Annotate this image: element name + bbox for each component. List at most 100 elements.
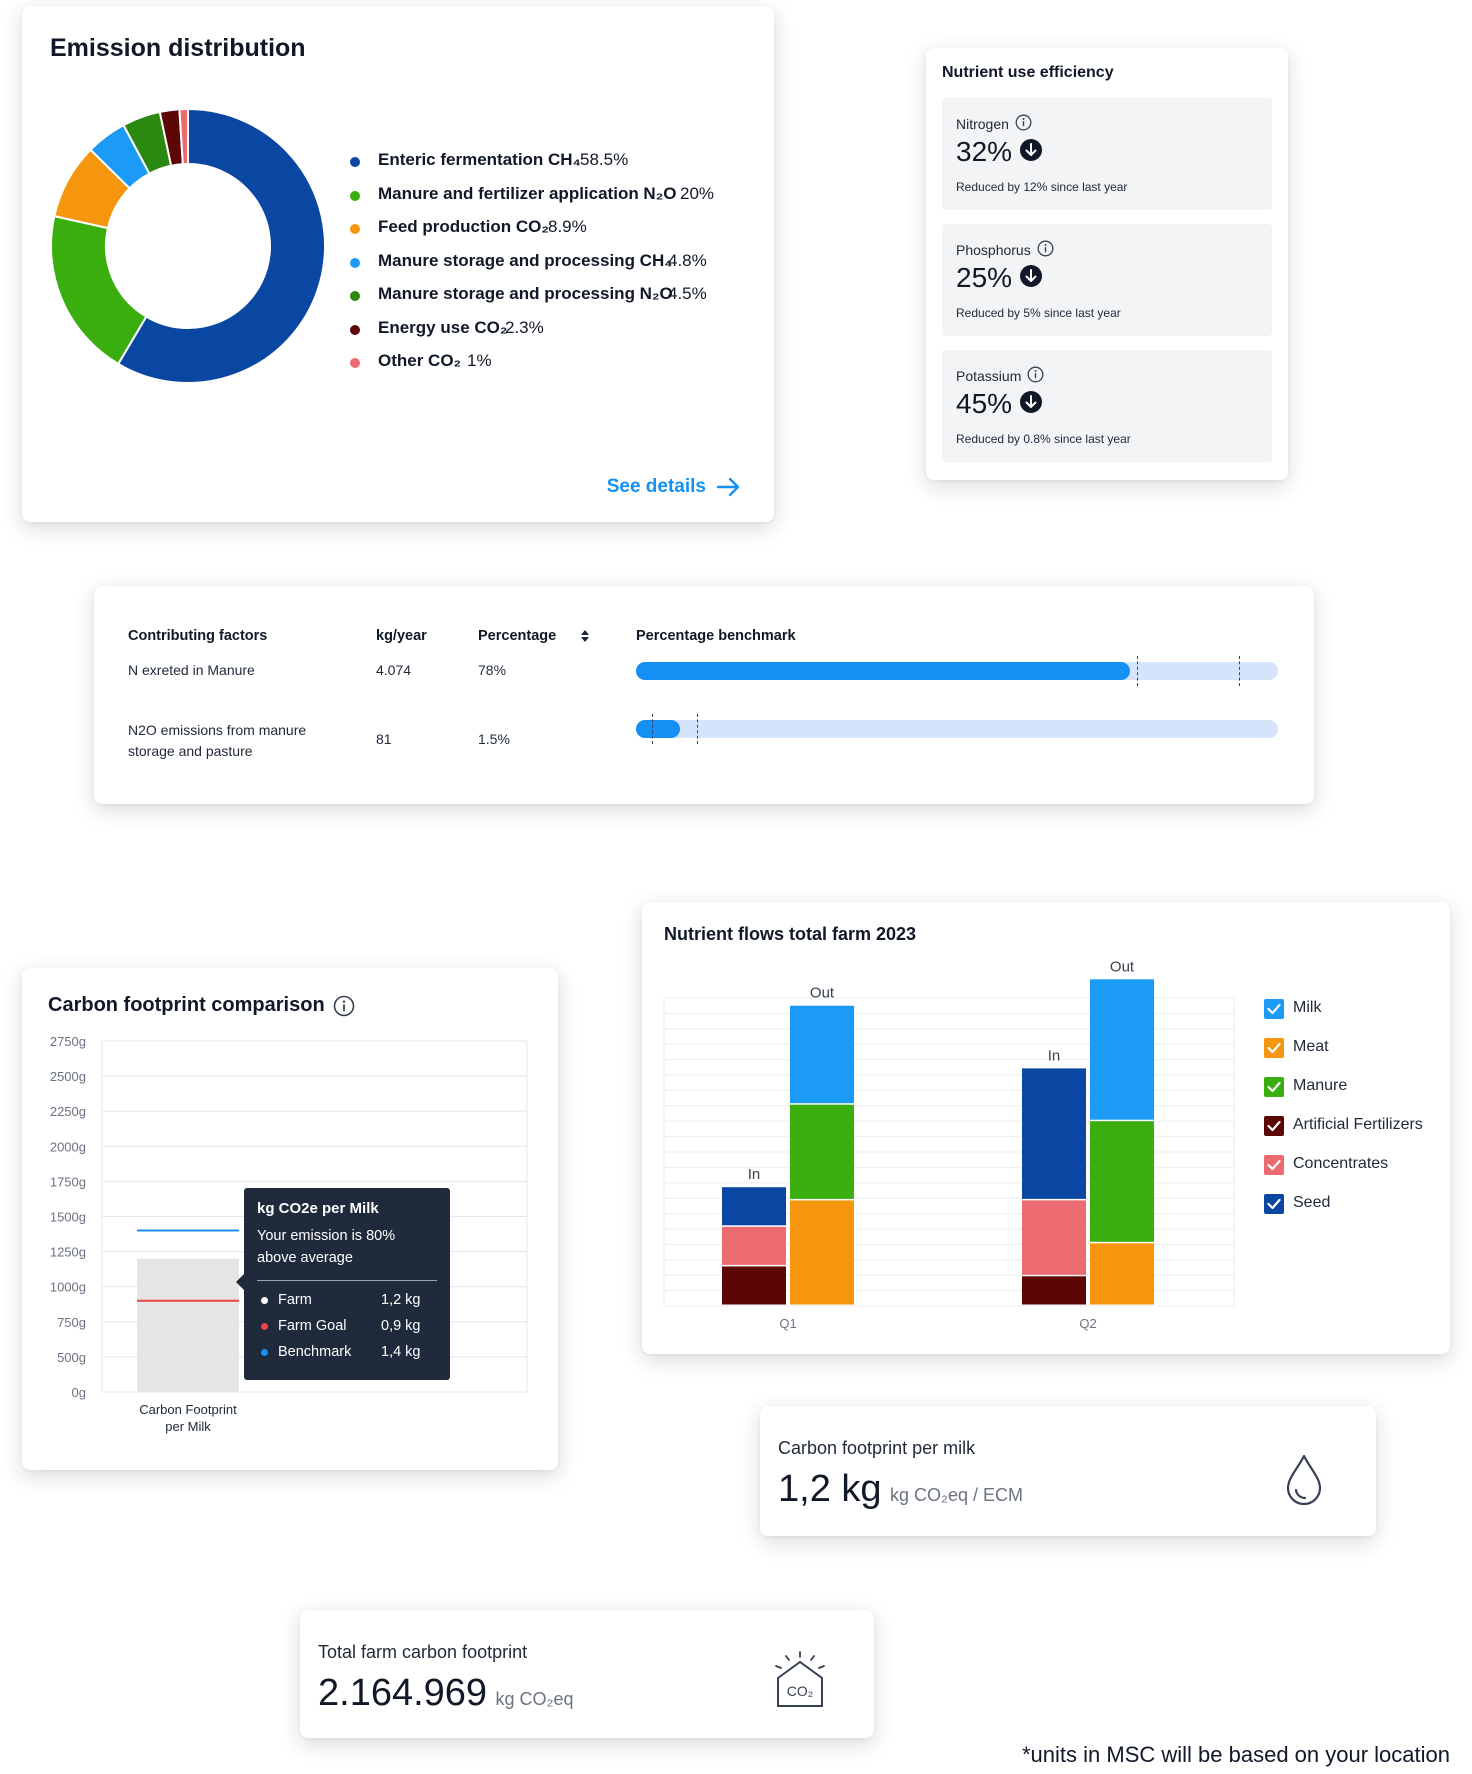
legend-value: 8.9% [548, 217, 587, 236]
stacked-bar-segment[interactable] [722, 1226, 786, 1265]
sort-icon[interactable] [580, 629, 590, 643]
benchmark-bar-fill [636, 662, 1131, 680]
farm-bar[interactable] [137, 1258, 239, 1392]
card-title: Nutrient flows total farm 2023 [664, 924, 917, 944]
header-factor: Contributing factors [128, 628, 268, 644]
tooltip-title: kg CO2e per Milk [257, 1200, 379, 1217]
legend-dot [350, 257, 360, 268]
legend-label: Manure storage and processing N₂O [378, 284, 673, 303]
donut-slice[interactable] [116, 107, 326, 384]
x-tick-label: Q2 [1079, 1316, 1096, 1331]
checkbox-checked-icon[interactable] [1264, 999, 1284, 1019]
legend-item[interactable]: Concentrates [1264, 1154, 1444, 1176]
checkbox-checked-icon[interactable] [1264, 1155, 1284, 1175]
bar-group-label: Out [810, 985, 835, 1002]
emission-donut-chart [50, 107, 326, 384]
benchmark-marker [1239, 656, 1241, 686]
checkbox-checked-icon[interactable] [1264, 1116, 1284, 1136]
nutrient-note: Reduced by 0.8% since last year [956, 432, 1131, 446]
stacked-bar-segment[interactable] [790, 1200, 854, 1305]
legend-label: Milk [1293, 999, 1322, 1016]
nutrient-name-row: Potassium [956, 366, 1044, 386]
tooltip-row: Farm Goal 0,9 kg [257, 1318, 437, 1338]
nutrient-flows-chart: In Out Q1 In Out Q2 [663, 958, 1235, 1331]
legend-dot [350, 157, 360, 167]
stacked-bar-segment[interactable] [1022, 1276, 1086, 1305]
checkbox-checked-icon[interactable] [1264, 1038, 1284, 1058]
stacked-bar-segment[interactable] [1090, 1243, 1154, 1305]
tooltip-dot [261, 1323, 268, 1330]
y-tick-label: 1000g [50, 1280, 86, 1295]
legend-dot [350, 358, 360, 368]
nutrient-name: Potassium [956, 368, 1022, 384]
tooltip-description: Your emission is 80% above average [257, 1228, 396, 1266]
legend-item[interactable]: Manure [1264, 1076, 1444, 1098]
stacked-bar-segment[interactable] [1022, 1068, 1086, 1199]
checkbox-checked-icon[interactable] [1264, 1194, 1284, 1214]
kpi-unit: kg CO₂eq [495, 1689, 574, 1709]
benchmark-marker [1136, 656, 1138, 686]
info-icon[interactable] [1037, 240, 1054, 260]
contributing-factors-table: Contributing factors kg/year Percentage … [94, 586, 1314, 804]
legend-item[interactable]: Artificial Fertilizers [1264, 1115, 1444, 1137]
carbon-footprint-comparison-card: 0g 500g 750g 1000g 1250g 1500g 1750g 2000g 2250g… [22, 968, 558, 1470]
legend-item[interactable]: Meat [1264, 1037, 1444, 1059]
cell-kg: 4.074 [376, 662, 412, 678]
tooltip-value: 0,9 kg [381, 1318, 421, 1334]
y-tick-label: 0g [72, 1385, 86, 1400]
kpi-label: Total farm carbon footprint [318, 1642, 528, 1662]
nutrient-name: Phosphorus [956, 242, 1031, 258]
see-details-link[interactable]: See details [607, 476, 742, 498]
checkbox-checked-icon[interactable] [1264, 1077, 1284, 1097]
x-category-label: Carbon Footprint per Milk [139, 1402, 237, 1434]
bar-group-label: In [1048, 1047, 1061, 1064]
nutrient-note: Reduced by 12% since last year [956, 180, 1128, 194]
stacked-bar-segment[interactable] [1090, 979, 1154, 1120]
legend-label: Energy use CO₂ [378, 317, 508, 337]
y-tick-label: 750g [57, 1315, 86, 1330]
donut-slice[interactable] [178, 107, 189, 166]
info-icon[interactable] [1027, 366, 1044, 386]
legend-item[interactable]: Milk [1264, 998, 1444, 1020]
cell-percentage: 78% [478, 662, 507, 678]
legend-dot [350, 324, 360, 335]
total-farm-carbon-footprint-card: Total farm carbon footprint 2.164.969 kg… [300, 1610, 874, 1738]
info-icon[interactable] [333, 995, 355, 1017]
stacked-bar-segment[interactable] [722, 1187, 786, 1226]
stacked-bar-segment[interactable] [722, 1266, 786, 1305]
nutrient-note: Reduced by 5% since last year [956, 306, 1121, 320]
nutrient-value-row: 45% [956, 388, 1043, 420]
nutrient-item: Nitrogen 32% Reduced by 12% since last yea… [942, 98, 1272, 210]
kpi-value-row: 2.164.969 kg CO₂eq [318, 1672, 574, 1715]
tooltip-label: Farm [278, 1292, 312, 1308]
legend-value: 58.5% [580, 150, 629, 169]
card-title: Nutrient use efficiency [942, 64, 1114, 81]
header-percentage[interactable]: Percentage [478, 628, 590, 644]
legend-value: 2.3% [505, 317, 544, 337]
stacked-bar-segment[interactable] [790, 1005, 854, 1104]
legend-value: 4.8% [668, 250, 707, 270]
legend-value: 4.5% [668, 284, 707, 303]
tooltip-dot [261, 1297, 268, 1304]
y-tick-label: 2500g [50, 1069, 86, 1084]
stacked-bar-segment[interactable] [790, 1104, 854, 1199]
header-kg-year: kg/year [376, 628, 427, 644]
donut-slice[interactable] [50, 214, 148, 366]
nutrient-value: 32% [956, 136, 1013, 167]
info-icon[interactable] [1015, 114, 1032, 134]
drop-icon [1286, 1454, 1322, 1506]
cell-factor: N2O emissions from manure storage and pa… [128, 722, 307, 759]
legend-value: 20% [680, 183, 715, 203]
chart-tooltip: kg CO2e per Milk Your emission is 80% ab… [236, 1188, 450, 1380]
kpi-unit: kg CO₂eq / ECM [889, 1485, 1024, 1505]
cell-percentage: 1.5% [478, 731, 510, 747]
benchmark-bar [636, 714, 1278, 744]
stacked-bar-segment[interactable] [1090, 1121, 1154, 1242]
nutrient-name: Nitrogen [956, 116, 1009, 132]
tooltip-label: Benchmark [278, 1344, 352, 1360]
co2-house-icon: CO₂ [775, 1651, 825, 1707]
legend-label: Other CO₂ [378, 351, 462, 370]
legend-item[interactable]: Seed [1264, 1193, 1444, 1215]
footnote: *units in MSC will be based on your loca… [1021, 1742, 1450, 1767]
stacked-bar-segment[interactable] [1022, 1200, 1086, 1275]
